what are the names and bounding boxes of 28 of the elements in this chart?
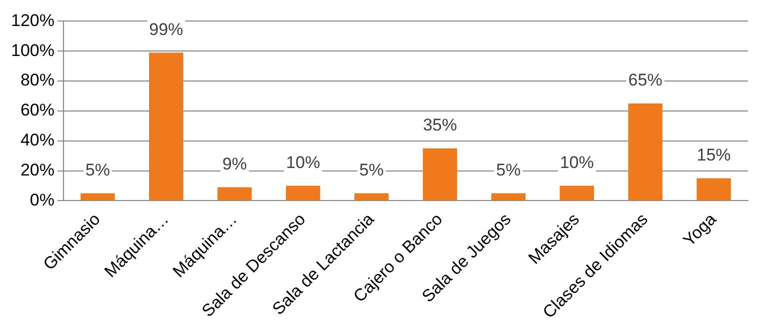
data-label: 10% [286,152,320,172]
y-tick-label: 20% [20,160,54,180]
data-label: 10% [560,152,594,172]
bar [80,193,115,200]
y-tick-label: 80% [20,70,54,90]
bar [217,187,252,200]
data-label: 9% [222,154,247,174]
y-tick-label: 120% [10,10,54,30]
x-tick-label: Yoga [680,209,720,250]
y-tick-label: 0% [30,190,54,210]
y-tick-label: 40% [20,130,54,150]
data-label: 15% [696,145,731,164]
data-label: 5% [359,160,384,180]
bar [286,186,320,200]
bar [560,186,594,200]
bar [149,52,184,200]
bar [491,193,526,200]
bar [354,193,389,200]
bar [696,178,731,200]
bar [628,103,662,200]
data-label: 65% [628,70,662,90]
data-label: 99% [149,20,184,39]
y-tick-label: 100% [10,40,54,60]
y-tick-label: 60% [20,100,54,120]
data-label: 5% [496,160,521,180]
bar [422,148,458,200]
data-label: 5% [85,160,110,180]
data-label: 35% [422,116,457,135]
